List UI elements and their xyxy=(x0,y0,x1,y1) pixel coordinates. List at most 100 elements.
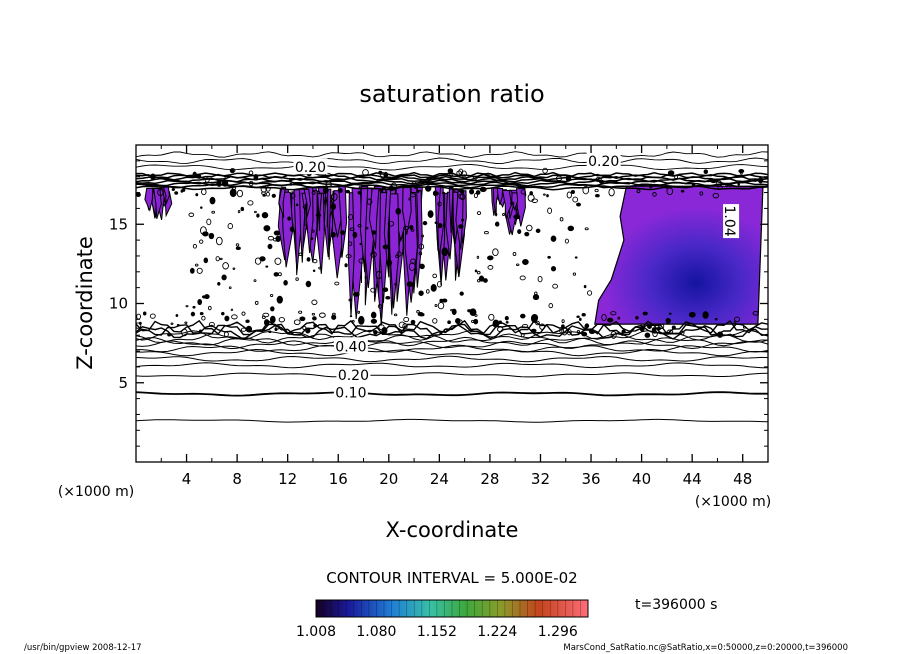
speckle xyxy=(476,255,480,259)
speckle xyxy=(559,217,564,222)
speckle xyxy=(434,221,438,225)
footer-right: MarsCond_SatRatio.nc@SatRatio,x=0:50000,… xyxy=(563,643,848,653)
speckle xyxy=(224,315,230,322)
speckle xyxy=(456,319,461,324)
speckle xyxy=(310,237,314,240)
speckle xyxy=(340,230,346,235)
speckle xyxy=(688,311,696,318)
contour-label-text: 0.10 xyxy=(335,385,366,401)
speckle xyxy=(351,319,355,323)
speckle xyxy=(370,318,378,324)
speckle xyxy=(377,304,383,309)
speckle xyxy=(488,313,495,321)
speckle xyxy=(332,312,336,316)
speckle xyxy=(273,272,279,277)
speckle xyxy=(432,273,438,279)
speckle xyxy=(668,312,672,315)
speckle xyxy=(167,333,172,337)
speckle xyxy=(584,323,590,329)
speckle xyxy=(426,176,432,180)
speckle xyxy=(376,180,380,184)
speckle xyxy=(337,187,343,194)
speckle xyxy=(432,318,438,324)
speckle xyxy=(742,325,747,329)
speckle xyxy=(142,311,147,316)
contour-label-text: 0.20 xyxy=(295,160,326,176)
speckle xyxy=(621,329,626,334)
speckle xyxy=(519,275,526,281)
speckle xyxy=(473,175,478,180)
speckle xyxy=(171,188,175,191)
speckle xyxy=(588,329,596,335)
speckle xyxy=(486,172,490,177)
speckle xyxy=(483,230,489,235)
speckle xyxy=(215,236,223,246)
speckle xyxy=(610,330,617,339)
contour-line-low-5 xyxy=(136,348,768,357)
speckle xyxy=(366,198,373,205)
speckle xyxy=(548,303,554,309)
speckle xyxy=(352,291,360,297)
speckle xyxy=(224,175,229,179)
speckle xyxy=(667,170,675,176)
speckle xyxy=(434,303,438,308)
speckle xyxy=(357,191,361,195)
speckle xyxy=(715,179,722,188)
speckle xyxy=(610,311,617,316)
contour-lines xyxy=(136,151,768,423)
speckle xyxy=(267,235,274,241)
contour-line-top-0 xyxy=(136,163,768,171)
speckle xyxy=(364,275,368,279)
speckle xyxy=(566,191,572,199)
x-tick-label-5: 24 xyxy=(430,470,449,488)
speckle xyxy=(311,190,316,196)
speckle xyxy=(703,169,709,175)
supersaturated-cell-1 xyxy=(327,188,332,260)
speckle xyxy=(487,255,494,261)
supersaturated-cell-2 xyxy=(359,185,369,273)
speckle xyxy=(236,189,244,198)
speckle xyxy=(738,169,745,174)
speckle xyxy=(248,170,254,175)
speckle xyxy=(209,196,216,205)
contour-label-text: 1.04 xyxy=(721,205,737,236)
speckle xyxy=(290,192,296,199)
speckle xyxy=(395,207,402,215)
speckle xyxy=(406,281,414,288)
speckle xyxy=(248,180,254,187)
speckle xyxy=(522,258,529,266)
speckle xyxy=(269,293,274,298)
speckle xyxy=(510,201,515,206)
speckle xyxy=(416,310,420,314)
x-tick-label-7: 32 xyxy=(531,470,550,488)
speckle xyxy=(263,319,270,326)
speckle xyxy=(699,191,704,196)
contour-line-low-1 xyxy=(136,391,768,397)
speckle xyxy=(512,251,517,257)
speckle xyxy=(515,263,520,266)
speckle xyxy=(422,220,428,226)
speckle xyxy=(608,188,615,197)
speckle xyxy=(513,214,521,220)
speckle xyxy=(617,316,621,320)
speckle xyxy=(261,315,266,320)
speckle xyxy=(665,317,671,324)
speckle xyxy=(702,311,709,319)
speckle xyxy=(393,313,398,317)
speckle xyxy=(215,256,220,262)
speckle xyxy=(181,188,186,192)
speckle xyxy=(570,189,575,195)
speckle xyxy=(567,225,575,232)
speckle xyxy=(276,295,283,304)
speckle xyxy=(679,330,685,336)
speckle xyxy=(427,210,434,218)
speckle xyxy=(293,319,301,326)
speckle xyxy=(352,231,358,238)
y-tick-label-0: 5 xyxy=(118,374,128,392)
speckle xyxy=(298,252,303,257)
speckle xyxy=(235,246,241,251)
speckle xyxy=(651,327,657,333)
speckle xyxy=(274,257,282,265)
speckle xyxy=(330,231,336,238)
speckle xyxy=(136,313,141,320)
